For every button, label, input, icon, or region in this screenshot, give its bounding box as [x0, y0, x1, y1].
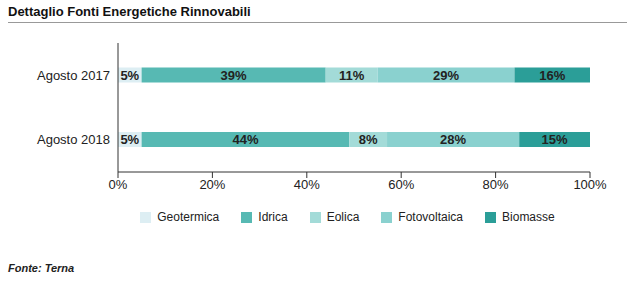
html-text:Dettaglio Fonti Energetiche Ri: Dettaglio Fonti Energetiche Rinnovabili	[8, 4, 251, 19]
svg-text:39%: 39%	[221, 68, 247, 83]
svg-text:100%: 100%	[573, 177, 607, 192]
svg-text:Agosto 2017: Agosto 2017	[37, 68, 110, 83]
svg-text:20%: 20%	[199, 177, 225, 192]
svg-text:44%: 44%	[232, 132, 258, 147]
html-text:Fonte: Terna: Fonte: Terna	[8, 262, 75, 274]
html-text:Eolica: Eolica	[326, 210, 360, 224]
svg-text:5%: 5%	[120, 68, 139, 83]
svg-text:60%: 60%	[388, 177, 414, 192]
html-text:Biomasse: Biomasse	[502, 210, 555, 224]
svg-text:28%: 28%	[440, 132, 466, 147]
svg-text:80%: 80%	[483, 177, 509, 192]
svg-text:15%: 15%	[542, 132, 568, 147]
svg-text:40%: 40%	[294, 177, 320, 192]
svg-text:Agosto 2018: Agosto 2018	[37, 132, 110, 147]
svg-text:16%: 16%	[539, 68, 565, 83]
svg-text:8%: 8%	[359, 132, 378, 147]
svg-text:0%: 0%	[109, 177, 128, 192]
html-text:Idrica: Idrica	[258, 210, 288, 224]
svg-text:5%: 5%	[120, 132, 139, 147]
svg-text:29%: 29%	[433, 68, 459, 83]
html-text:Fotovoltaica: Fotovoltaica	[398, 210, 463, 224]
svg-text:11%: 11%	[339, 68, 365, 83]
html-text:Geotermica: Geotermica	[157, 210, 220, 224]
